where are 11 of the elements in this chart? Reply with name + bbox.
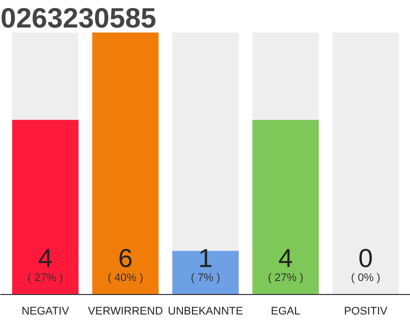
data-label: 4 ( 27% ) (268, 242, 304, 284)
x-tick-label: NEGATIV (22, 306, 70, 318)
data-label: 6 ( 40% ) (108, 242, 144, 284)
x-tick-label: POSITIV (344, 306, 388, 318)
chart-title: 0263230585 (0, 2, 156, 34)
x-tick-label: VERWIRREND (88, 306, 163, 318)
data-label: 0 ( 0% ) (350, 242, 380, 284)
data-label: 1 ( 7% ) (190, 242, 220, 284)
data-label: 4 ( 27% ) (28, 242, 64, 284)
x-tick-label: EGAL (270, 306, 300, 318)
x-tick-label: UNBEKANNTE (168, 306, 244, 318)
